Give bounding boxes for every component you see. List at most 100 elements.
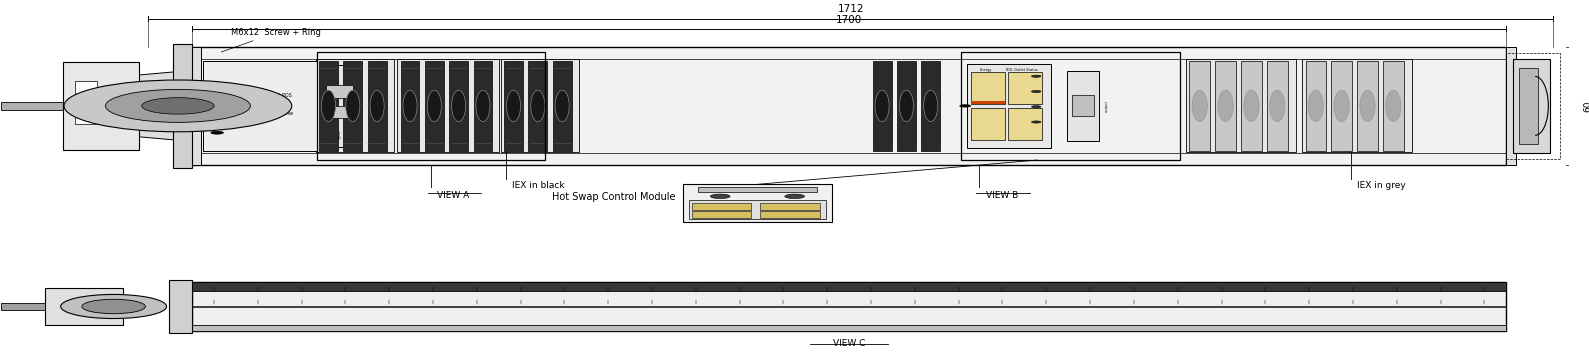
Bar	[173, 44, 192, 168]
Bar	[1241, 61, 1262, 151]
Bar	[971, 72, 1004, 104]
Bar	[529, 61, 547, 151]
Circle shape	[1031, 91, 1041, 93]
Bar	[922, 61, 941, 151]
Circle shape	[83, 299, 145, 314]
Bar	[1009, 72, 1042, 104]
Bar	[450, 61, 469, 151]
Text: output: output	[1104, 100, 1109, 112]
Bar	[1519, 68, 1538, 144]
Bar	[1073, 95, 1093, 116]
Circle shape	[211, 131, 224, 134]
Text: VIEW C: VIEW C	[833, 339, 866, 348]
Text: 100-250V 32A 1Phase: 100-250V 32A 1Phase	[238, 111, 292, 116]
Ellipse shape	[1192, 90, 1208, 122]
Bar	[192, 325, 1506, 330]
Bar	[1513, 59, 1551, 153]
Bar	[691, 211, 752, 218]
Bar	[75, 106, 97, 124]
Ellipse shape	[1217, 90, 1233, 122]
Bar	[761, 203, 820, 210]
Ellipse shape	[531, 90, 545, 122]
Bar	[44, 288, 122, 325]
Text: PDU 60x1 Smart POS: PDU 60x1 Smart POS	[240, 93, 292, 98]
Bar	[898, 61, 915, 151]
Bar	[501, 59, 578, 153]
Text: 1700: 1700	[836, 15, 863, 25]
Ellipse shape	[1386, 90, 1401, 122]
Bar	[343, 61, 362, 151]
Ellipse shape	[555, 90, 569, 122]
Bar	[474, 61, 493, 151]
Bar	[1303, 59, 1413, 153]
Text: VIEW A: VIEW A	[437, 192, 470, 200]
Ellipse shape	[1244, 90, 1258, 122]
Ellipse shape	[876, 90, 890, 122]
Ellipse shape	[475, 90, 489, 122]
Text: input: input	[337, 130, 342, 139]
Bar	[192, 47, 1506, 165]
Bar	[192, 47, 202, 165]
Text: 1712: 1712	[837, 4, 864, 14]
Ellipse shape	[427, 90, 442, 122]
Bar	[683, 184, 833, 222]
Bar	[1216, 61, 1236, 151]
Ellipse shape	[370, 90, 385, 122]
Ellipse shape	[1270, 90, 1286, 122]
Bar	[0, 102, 64, 110]
Bar	[64, 62, 138, 150]
Ellipse shape	[899, 90, 914, 122]
Bar	[761, 211, 820, 218]
Text: IEX in grey: IEX in grey	[1357, 181, 1406, 190]
Ellipse shape	[321, 90, 335, 122]
Bar	[966, 63, 1052, 148]
Ellipse shape	[1360, 90, 1374, 122]
Circle shape	[64, 80, 292, 132]
Circle shape	[960, 105, 971, 107]
Bar	[1009, 108, 1042, 140]
Bar	[203, 61, 318, 151]
Bar	[1506, 47, 1516, 165]
Circle shape	[105, 90, 251, 122]
Bar	[326, 106, 353, 118]
Bar	[1357, 61, 1378, 151]
Text: output: output	[348, 129, 351, 141]
Bar	[1382, 61, 1403, 151]
Ellipse shape	[507, 90, 521, 122]
Circle shape	[1031, 121, 1041, 123]
Bar	[690, 200, 826, 219]
Circle shape	[60, 294, 167, 319]
Bar	[1187, 59, 1297, 153]
Ellipse shape	[1335, 90, 1349, 122]
Bar	[318, 52, 545, 160]
Bar	[1506, 53, 1560, 159]
Bar	[0, 303, 44, 310]
Ellipse shape	[404, 90, 416, 122]
Bar	[698, 187, 817, 192]
Circle shape	[141, 98, 215, 114]
Bar	[872, 61, 891, 151]
Bar	[424, 61, 443, 151]
Text: Outlet Status: Outlet Status	[1014, 68, 1038, 72]
Circle shape	[1031, 106, 1041, 108]
Bar	[168, 280, 192, 333]
Circle shape	[710, 194, 729, 199]
Bar	[960, 52, 1181, 160]
Bar	[319, 61, 338, 151]
Bar	[400, 61, 419, 151]
Bar	[553, 61, 572, 151]
Text: 60: 60	[1583, 100, 1589, 112]
Text: IEX in black: IEX in black	[512, 181, 564, 190]
Text: Hot Swap Control Module: Hot Swap Control Module	[551, 192, 675, 202]
Bar	[192, 282, 1506, 330]
Text: Energy: Energy	[979, 68, 992, 72]
Bar	[971, 108, 1004, 140]
Bar	[1068, 71, 1098, 141]
Bar	[192, 305, 1506, 308]
Bar	[316, 59, 394, 153]
Text: M6x12  Screw + Ring: M6x12 Screw + Ring	[221, 28, 321, 52]
Bar	[323, 65, 356, 147]
Bar	[1190, 61, 1209, 151]
Bar	[367, 61, 386, 151]
Bar	[504, 61, 523, 151]
